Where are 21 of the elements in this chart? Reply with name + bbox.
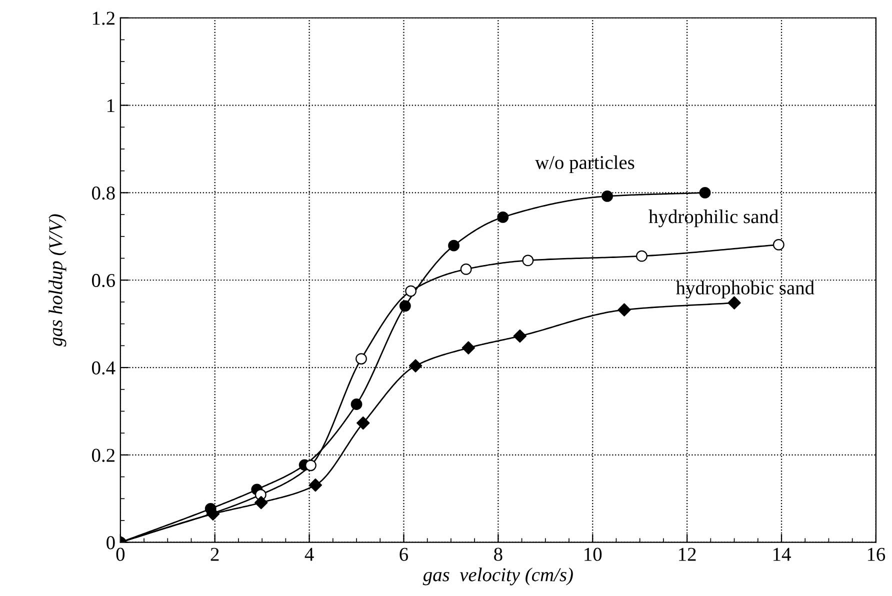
y-tick-label: 0.6 <box>92 274 115 288</box>
x-axis-title: gas velocity (cm/s) <box>422 568 573 586</box>
x-tick-label: 14 <box>773 548 791 561</box>
x-tick-label: 8 <box>494 548 502 561</box>
y-tick-label: 1.2 <box>92 12 114 25</box>
x-tick-label: 12 <box>679 548 696 561</box>
series-label: hydrophilic sand <box>648 210 778 228</box>
y-tick-label: 0.4 <box>92 361 116 375</box>
x-tick-label: 6 <box>400 548 408 561</box>
series-label: hydrophobic sand <box>676 280 814 298</box>
y-axis-title: gas holdup (V/V) <box>48 214 66 347</box>
y-tick-label: 1 <box>108 99 114 112</box>
x-tick-label: 10 <box>584 548 602 561</box>
y-tick-label: 0.8 <box>92 186 115 200</box>
x-tick-label: 16 <box>868 548 886 561</box>
series-label: w/o particles <box>535 155 634 174</box>
y-tick-label: 0.2 <box>92 448 114 462</box>
x-tick-label: 2 <box>210 548 219 561</box>
y-tick-label: 0 <box>106 536 115 550</box>
x-tick-label: 0 <box>116 548 125 561</box>
x-tick-label: 4 <box>304 548 314 561</box>
